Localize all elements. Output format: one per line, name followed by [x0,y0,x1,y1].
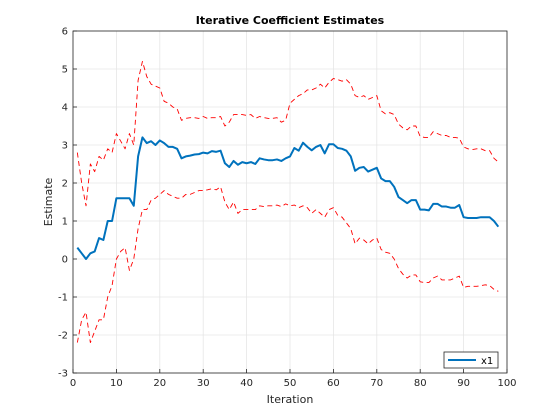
x-tick-label: 80 [414,378,427,389]
y-tick-label: 6 [62,27,68,38]
y-tick-label: 1 [62,217,68,228]
x-tick-label: 40 [240,378,253,389]
x-tick-label: 60 [327,378,340,389]
x-tick-label: 90 [457,378,470,389]
x-tick-label: 0 [70,378,76,389]
x-tick-label: 10 [110,378,123,389]
legend: x1 [443,351,499,369]
y-axis-label: Estimate [42,177,55,226]
series-layer [76,60,500,344]
legend-entry-x1: x1 [481,356,493,367]
x-tick-label: 30 [197,378,210,389]
y-tick-label: -1 [58,293,68,304]
x-tick-label: 20 [153,378,166,389]
series-line-lower [76,186,499,344]
x-tick-label: 50 [284,378,297,389]
y-tick-label: -2 [58,331,68,342]
y-tick-label: -3 [58,369,68,380]
ticks: 0 10 20 30 40 50 60 70 80 90 100 -3 -2 -1 0 1 2 3 4 5 6 [58,27,517,390]
x-tick-label: 100 [497,378,516,389]
x-tick-label: 70 [370,378,383,389]
series-line-x1 [76,136,500,260]
y-tick-label: 3 [62,141,68,152]
series-line-upper [76,60,499,207]
y-tick-label: 4 [62,103,68,114]
y-tick-label: 2 [62,179,68,190]
y-tick-label: 5 [62,65,68,76]
chart-title: Iterative Coefficient Estimates [196,14,385,27]
y-tick-label: 0 [62,255,68,266]
x-axis-label: Iteration [267,393,314,406]
